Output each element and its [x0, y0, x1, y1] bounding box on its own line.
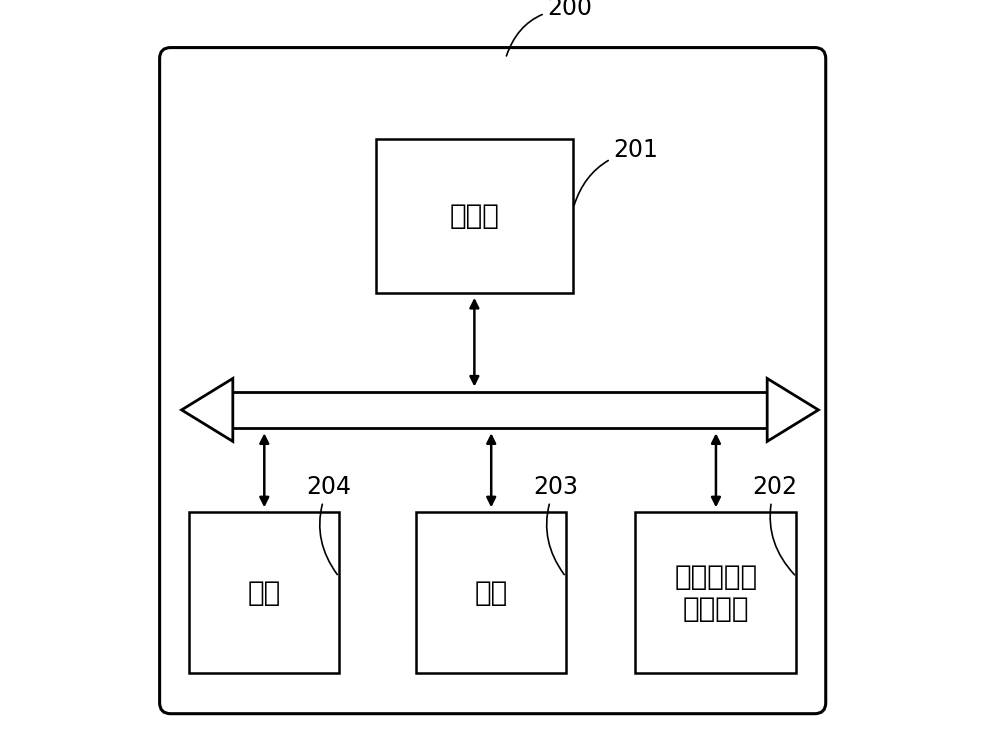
Polygon shape	[767, 378, 818, 441]
FancyBboxPatch shape	[160, 48, 826, 714]
Bar	[635, 512, 796, 673]
Polygon shape	[182, 378, 233, 441]
Bar	[416, 512, 566, 673]
Text: 203: 203	[533, 475, 578, 575]
Text: 接口: 接口	[247, 579, 281, 607]
Text: 201: 201	[574, 138, 658, 206]
Text: 计算机可读
存储介质: 计算机可读 存储介质	[674, 563, 758, 623]
Text: 200: 200	[506, 0, 593, 56]
Text: 202: 202	[753, 475, 798, 575]
Text: 204: 204	[306, 475, 351, 575]
Bar	[189, 512, 339, 673]
Text: 处理器: 处理器	[449, 202, 499, 230]
Bar	[376, 139, 573, 293]
Text: 内存: 内存	[474, 579, 507, 607]
